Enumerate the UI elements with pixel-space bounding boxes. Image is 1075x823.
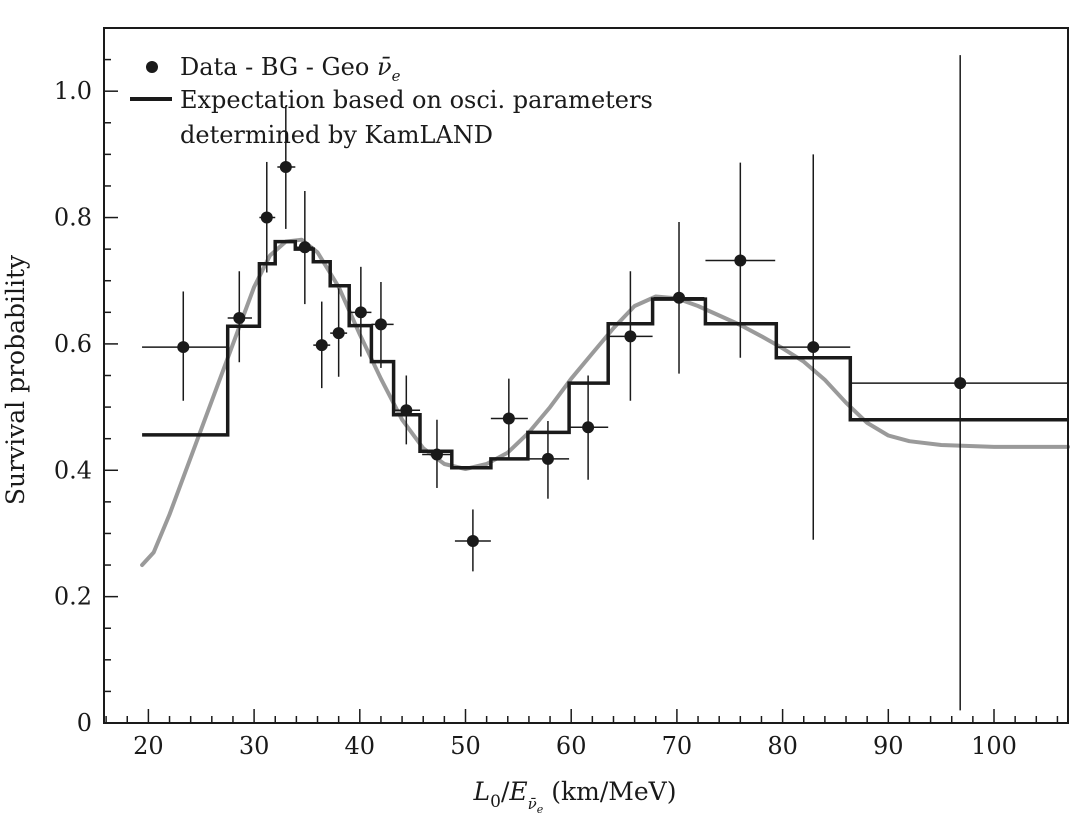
x-tick-label: 60 bbox=[556, 732, 587, 760]
x-tick-label: 70 bbox=[662, 732, 693, 760]
data-point bbox=[430, 448, 443, 461]
y-tick-label: 0.8 bbox=[54, 204, 92, 232]
y-tick-label: 0 bbox=[77, 709, 92, 737]
data-point bbox=[466, 535, 479, 548]
x-tick-label: 20 bbox=[133, 732, 164, 760]
x-tick-label: 50 bbox=[450, 732, 481, 760]
x-tick-label: 30 bbox=[239, 732, 270, 760]
data-point bbox=[260, 211, 273, 224]
x-tick-label: 90 bbox=[873, 732, 904, 760]
data-point bbox=[734, 254, 747, 267]
data-point bbox=[177, 341, 190, 354]
data-point bbox=[374, 318, 387, 331]
data-point bbox=[541, 452, 554, 465]
data-point bbox=[673, 291, 686, 304]
data-point bbox=[354, 306, 367, 319]
legend: Data - BG - Geo ν̄e Expectation based on… bbox=[130, 53, 653, 149]
data-point bbox=[332, 327, 345, 340]
data-point bbox=[233, 312, 246, 325]
data-point bbox=[298, 241, 311, 254]
plot-area bbox=[140, 55, 1070, 711]
data-point bbox=[400, 404, 413, 417]
legend-model-label-2: determined by KamLAND bbox=[180, 121, 493, 149]
axes: 20 30 40 50 60 70 80 90 100 0 0.2 0.4 0.6 0.8 1.0 bbox=[54, 27, 1069, 760]
data-point bbox=[954, 377, 967, 390]
x-tick-label: 80 bbox=[767, 732, 798, 760]
y-tick-label: 1.0 bbox=[54, 77, 92, 105]
y-tick-label: 0.4 bbox=[54, 456, 92, 484]
x-tick-label: 100 bbox=[971, 732, 1017, 760]
legend-model-label-1: Expectation based on osci. parameters bbox=[180, 86, 653, 114]
data-point bbox=[582, 421, 595, 434]
x-axis-unit: (km/MeV) bbox=[543, 777, 676, 806]
data-point bbox=[502, 412, 515, 425]
data-point bbox=[807, 341, 820, 354]
data-point bbox=[624, 330, 637, 343]
y-tick-label: 0.2 bbox=[54, 583, 92, 611]
legend-data-label: Data - BG - Geo ν̄e bbox=[180, 53, 401, 85]
legend-data-marker bbox=[146, 61, 158, 73]
y-axis-label: Survival probability bbox=[1, 254, 30, 505]
data-point bbox=[279, 161, 292, 173]
x-tick-label: 40 bbox=[345, 732, 376, 760]
data-point bbox=[315, 339, 328, 352]
expectation-histogram bbox=[142, 239, 1068, 470]
y-tick-label: 0.6 bbox=[54, 330, 92, 358]
expectation-curve bbox=[140, 237, 1070, 567]
x-axis-label: L0/Eν̄e (km/MeV) bbox=[473, 777, 677, 816]
